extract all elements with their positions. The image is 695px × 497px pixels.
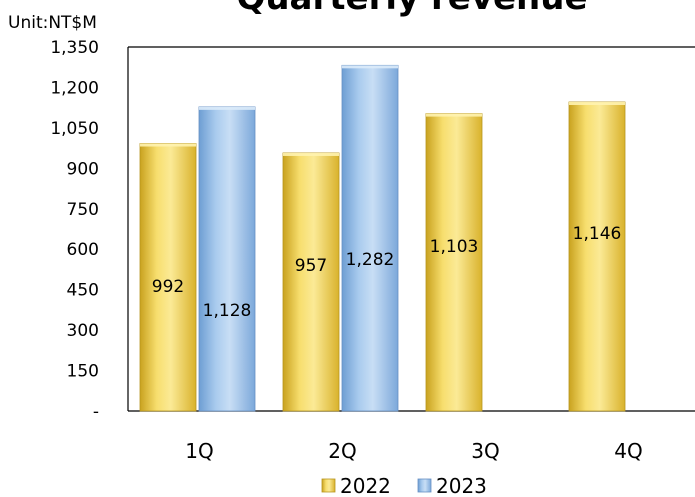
y-tick-label: 600 (67, 240, 99, 260)
bar-top-highlight (569, 102, 625, 106)
bar-top-highlight (140, 143, 196, 147)
bar-2022-2Q (282, 152, 340, 412)
chart-title: Quarterly revenue (236, 0, 587, 18)
data-label: 957 (295, 256, 327, 276)
bar-top-highlight (199, 106, 255, 110)
y-tick-label: - (93, 402, 99, 422)
bar-top-highlight (283, 152, 339, 156)
bar-2022-3Q (425, 113, 483, 412)
y-tick-label: 450 (67, 281, 99, 301)
data-label: 992 (152, 277, 184, 297)
y-tick-label: 750 (67, 200, 99, 220)
y-tick-label: 300 (67, 321, 99, 341)
data-label: 1,146 (573, 224, 622, 244)
data-label: 1,103 (430, 237, 479, 257)
bar-2023-2Q (341, 64, 399, 412)
bar-2022-1Q (139, 143, 197, 412)
legend-swatch-2023 (417, 478, 432, 493)
legend-label-2022: 2022 (340, 474, 391, 497)
x-tick-label: 4Q (614, 439, 642, 463)
bar-2023-1Q (198, 106, 256, 412)
y-tick-label: 1,350 (50, 38, 99, 58)
legend-label-2023: 2023 (436, 474, 487, 497)
bar-2022-4Q (568, 101, 626, 412)
x-tick-label: 1Q (185, 439, 213, 463)
data-label: 1,128 (203, 301, 252, 321)
x-tick-label: 2Q (328, 439, 356, 463)
unit-label: Unit:NT$M (8, 13, 97, 33)
bar-top-highlight (426, 113, 482, 117)
y-tick-label: 1,200 (50, 78, 99, 98)
y-tick-label: 1,050 (50, 119, 99, 139)
y-tick-label: 150 (67, 362, 99, 382)
y-tick-label: 900 (67, 159, 99, 179)
bar-top-highlight (342, 65, 398, 69)
legend-swatch-2022 (321, 478, 336, 493)
x-tick-label: 3Q (471, 439, 499, 463)
data-label: 1,282 (346, 250, 395, 270)
